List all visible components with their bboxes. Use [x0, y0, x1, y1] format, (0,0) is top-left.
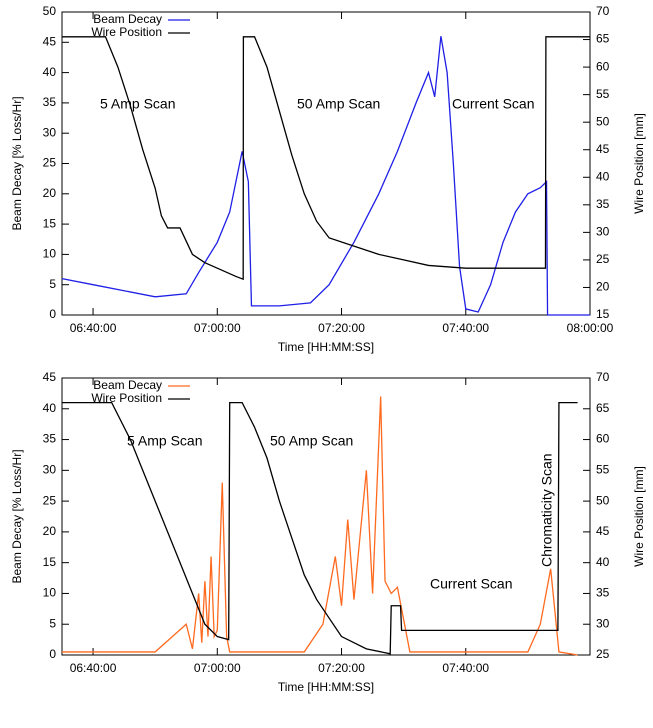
- y2-axis-label: Wire Position [mm]: [632, 113, 646, 214]
- x-tick-label: 07:20:00: [318, 661, 365, 675]
- y-tick-label: 30: [43, 463, 57, 477]
- y2-tick-label: 30: [596, 225, 610, 239]
- y-tick-label: 20: [43, 186, 57, 200]
- y2-tick-label: 20: [596, 280, 610, 294]
- annotation: Current Scan: [430, 576, 512, 592]
- data-line: [62, 36, 590, 281]
- y2-tick-label: 25: [596, 647, 610, 661]
- y-tick-label: 35: [43, 95, 57, 109]
- y-tick-label: 10: [43, 247, 57, 261]
- annotation: 50 Amp Scan: [270, 433, 353, 449]
- y2-tick-label: 60: [596, 59, 610, 73]
- y2-tick-label: 70: [596, 370, 610, 384]
- legend-label: Wire Position: [91, 25, 162, 39]
- y2-tick-label: 35: [596, 197, 610, 211]
- x-tick-label: 07:20:00: [318, 321, 365, 335]
- y-tick-label: 5: [49, 277, 56, 291]
- y2-tick-label: 45: [596, 142, 610, 156]
- y-tick-label: 45: [43, 34, 57, 48]
- plot-frame: [61, 11, 591, 316]
- y2-tick-label: 40: [596, 169, 610, 183]
- x-axis-label: Time [HH:MM:SS]: [278, 340, 374, 354]
- legend-label: Wire Position: [91, 391, 162, 405]
- y2-tick-label: 45: [596, 524, 610, 538]
- annotation: 5 Amp Scan: [100, 96, 176, 112]
- y-tick-label: 25: [43, 156, 57, 170]
- y-tick-label: 15: [43, 555, 57, 569]
- annotation: Chromaticity Scan: [539, 453, 555, 567]
- y2-tick-label: 35: [596, 586, 610, 600]
- y-tick-label: 25: [43, 493, 57, 507]
- legend-label: Beam Decay: [93, 12, 162, 26]
- y2-tick-label: 30: [596, 616, 610, 630]
- y-tick-label: 0: [49, 647, 56, 661]
- y-tick-label: 45: [43, 370, 57, 384]
- x-tick-label: 08:00:00: [567, 321, 614, 335]
- y-tick-label: 10: [43, 586, 57, 600]
- x-tick-label: 06:40:00: [70, 661, 117, 675]
- x-tick-label: 07:40:00: [442, 661, 489, 675]
- data-line: [62, 401, 578, 655]
- x-tick-label: 07:00:00: [194, 321, 241, 335]
- y2-axis-label: Wire Position [mm]: [632, 466, 646, 567]
- y-tick-label: 20: [43, 524, 57, 538]
- y2-tick-label: 50: [596, 114, 610, 128]
- data-line: [62, 396, 578, 656]
- y2-tick-label: 25: [596, 252, 610, 266]
- annotation: 5 Amp Scan: [127, 433, 203, 449]
- plot-frame: [61, 377, 591, 656]
- legend-label: Beam Decay: [93, 378, 162, 392]
- y-tick-label: 40: [43, 401, 57, 415]
- x-tick-label: 07:40:00: [442, 321, 489, 335]
- y2-tick-label: 50: [596, 493, 610, 507]
- y-tick-label: 30: [43, 125, 57, 139]
- y-tick-label: 0: [49, 307, 56, 321]
- y2-tick-label: 55: [596, 87, 610, 101]
- y-tick-label: 5: [49, 616, 56, 630]
- y2-tick-label: 60: [596, 432, 610, 446]
- y2-tick-label: 70: [596, 4, 610, 18]
- y2-tick-label: 65: [596, 32, 610, 46]
- x-axis-label: Time [HH:MM:SS]: [278, 680, 374, 694]
- y2-tick-label: 55: [596, 463, 610, 477]
- y-tick-label: 40: [43, 65, 57, 79]
- y-axis-label: Beam Decay [% Loss/Hr]: [10, 449, 24, 583]
- annotation: Current Scan: [452, 96, 534, 112]
- y2-tick-label: 65: [596, 401, 610, 415]
- x-tick-label: 07:00:00: [194, 661, 241, 675]
- annotation: 50 Amp Scan: [297, 96, 380, 112]
- y2-tick-label: 15: [596, 307, 610, 321]
- data-line: [61, 36, 590, 316]
- y-tick-label: 50: [43, 4, 57, 18]
- y-tick-label: 15: [43, 216, 57, 230]
- x-tick-label: 06:40:00: [70, 321, 117, 335]
- y-axis-label: Beam Decay [% Loss/Hr]: [10, 96, 24, 230]
- y2-tick-label: 40: [596, 555, 610, 569]
- y-tick-label: 35: [43, 432, 57, 446]
